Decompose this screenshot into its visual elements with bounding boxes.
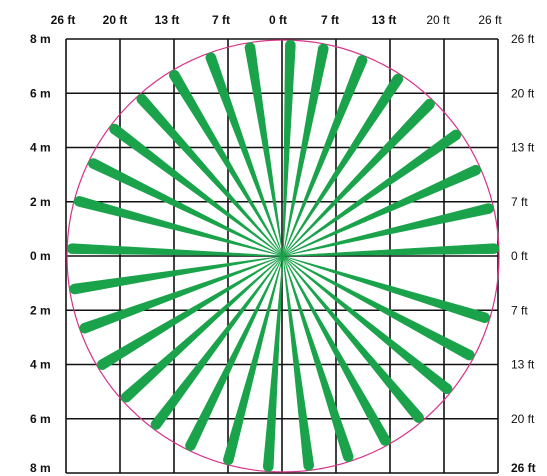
detection-beam [282,255,491,323]
detection-beam [282,55,368,257]
detection-beam [109,123,284,257]
detection-beam [150,255,284,430]
left-axis-label: 8 m [30,461,51,475]
right-axis-label: 0 ft [511,249,528,263]
right-axis-labels: 26 ft 20 ft 13 ft 7 ft 0 ft 7 ft 13 ft 20 ft 26 … [511,32,536,475]
detection-beam [205,52,284,257]
detection-beam [282,164,482,257]
detection-beam [88,158,284,257]
detection-beam [282,39,296,257]
detection-beam [282,203,494,257]
detection-beam [169,69,284,257]
detection-beam [282,255,391,446]
detection-beam [282,243,500,257]
right-axis-label: 26 ft [511,461,536,475]
top-axis-label: 7 ft [212,13,230,27]
detection-beam [282,255,424,423]
top-axis-label: 26 ft [478,13,502,27]
top-axis-labels: 26 ft 20 ft 13 ft 7 ft 0 ft 7 ft 13 ft 20 ft 26 … [51,13,503,27]
detection-beam [73,196,284,257]
right-axis-label: 7 ft [511,195,528,209]
coverage-circle [66,39,500,473]
beams [66,39,500,472]
top-axis-label: 20 ft [103,13,128,27]
left-axis-label: 6 m [30,412,51,426]
right-axis-label: 26 ft [511,32,535,46]
detection-beam [79,255,284,334]
top-axis-label: 0 ft [269,13,287,27]
detection-beam [66,243,284,257]
left-axis-label: 4 m [30,358,51,372]
top-axis-label: 13 ft [155,13,180,27]
left-axis-label: 2 m [30,195,51,209]
detection-beam [282,255,354,462]
right-axis-label: 7 ft [511,303,528,317]
detection-beam [223,255,284,466]
top-axis-label: 7 ft [321,13,339,27]
detection-beam [282,255,314,471]
detection-beam [120,255,284,403]
detection-beam [282,98,435,257]
detection-beam [282,129,462,257]
detection-beam [282,255,453,395]
top-axis-label: 20 ft [426,13,450,27]
detection-beam [185,255,284,451]
left-axis-label: 0 m [30,249,51,263]
detection-beam [282,255,475,361]
left-axis-label: 8 m [30,32,51,46]
right-axis-label: 13 ft [511,358,535,372]
left-axis-label: 4 m [30,141,51,155]
top-axis-label: 13 ft [372,13,397,27]
detection-beam [69,255,284,295]
right-axis-label: 13 ft [511,141,535,155]
top-axis-label: 26 ft [51,13,76,27]
left-axis-labels: 8 m 6 m 4 m 2 m 0 m 2 m 4 m 6 m 8 m [30,32,51,475]
left-axis-label: 6 m [30,86,51,100]
detection-beam [262,255,284,472]
left-axis-label: 2 m [30,303,51,317]
detection-beam [96,255,284,370]
detection-beam [282,43,329,257]
detection-beam [244,42,284,257]
right-axis-label: 20 ft [511,86,535,100]
detection-beam [136,93,284,257]
right-axis-label: 20 ft [511,412,535,426]
detection-beam [282,73,404,257]
